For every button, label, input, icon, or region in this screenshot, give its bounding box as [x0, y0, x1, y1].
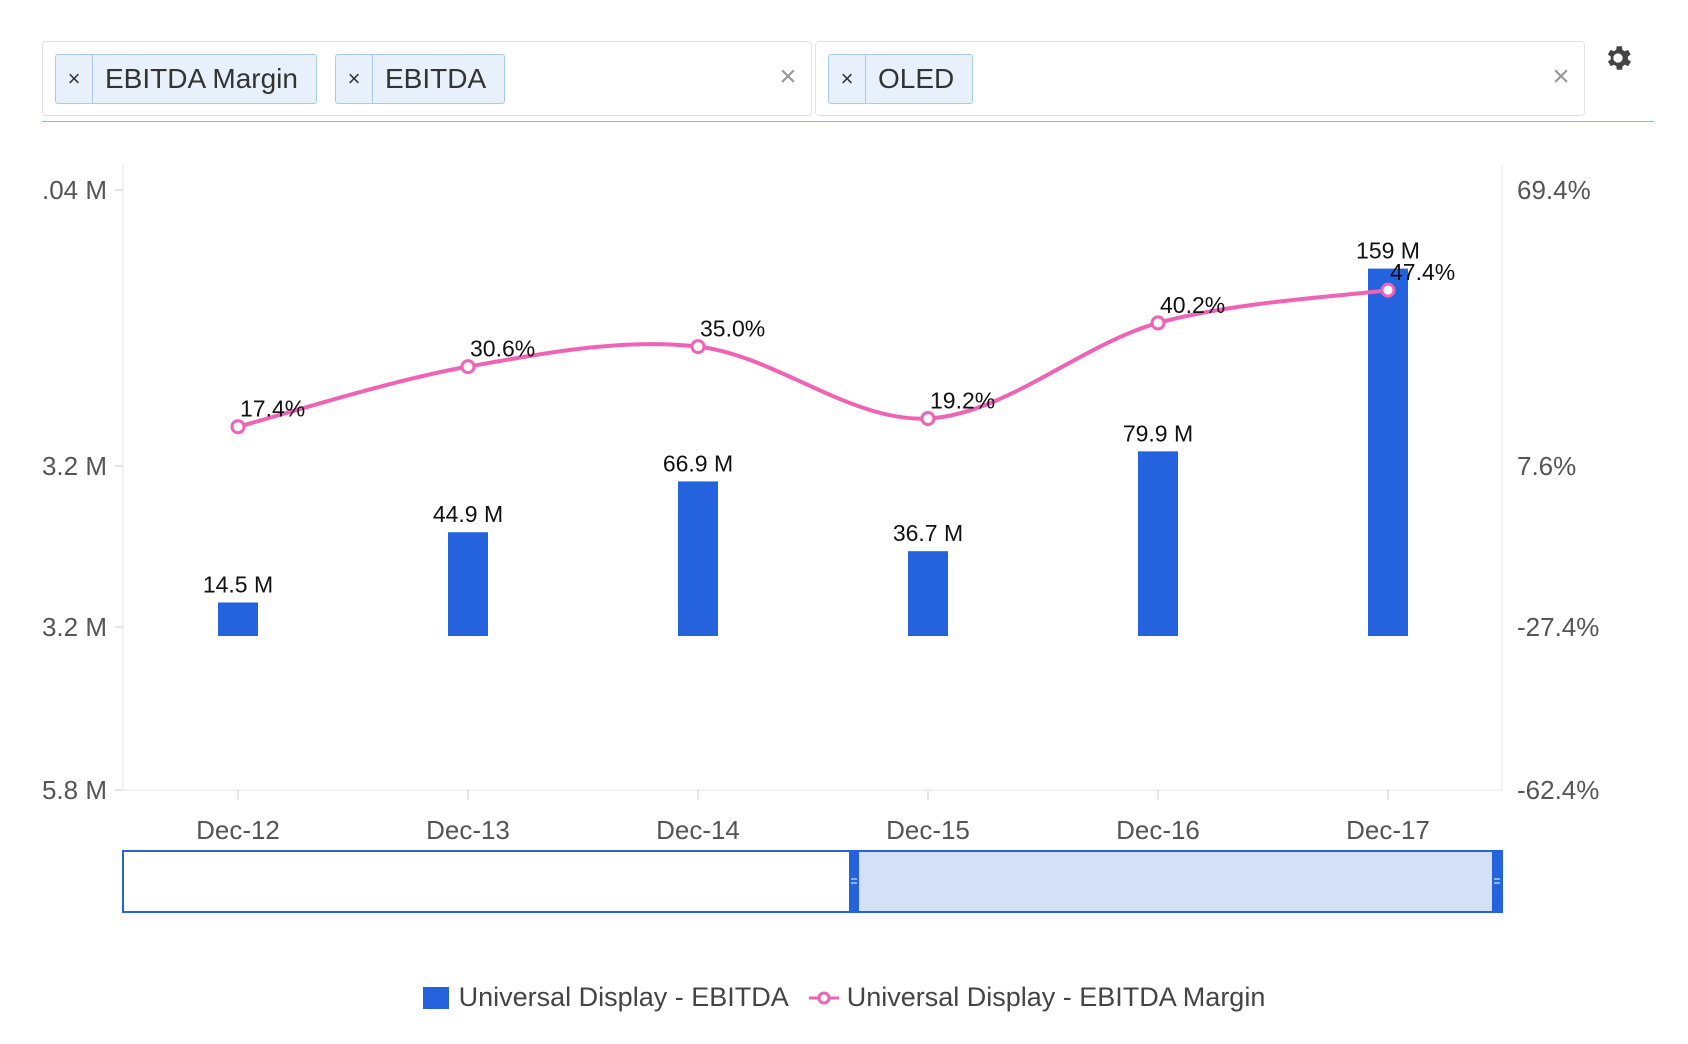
ebitda-bar — [1368, 268, 1408, 636]
line-value-label: 40.2% — [1160, 292, 1225, 318]
gear-icon[interactable] — [1598, 38, 1638, 78]
ebitda-bar — [218, 602, 258, 636]
navigator-handle-right — [1492, 851, 1502, 912]
right-tick-label: -62.4% — [1517, 775, 1599, 805]
line-value-label: 35.0% — [700, 316, 765, 342]
x-tick-label: Dec-17 — [1346, 815, 1430, 845]
ebitda-bar — [448, 532, 488, 636]
right-tick-label: 69.4% — [1517, 175, 1591, 205]
x-tick-label: Dec-14 — [656, 815, 740, 845]
metric-tag-ebitda-margin: × EBITDA Margin — [55, 54, 317, 104]
remove-tag-button[interactable]: × — [829, 55, 866, 103]
company-tag-oled: × OLED — [828, 54, 974, 104]
remove-tag-button[interactable]: × — [336, 55, 373, 103]
line-value-label: 17.4% — [240, 396, 305, 422]
tag-label: EBITDA Margin — [105, 63, 298, 94]
right-tick-label: 7.6% — [1517, 451, 1576, 481]
ebitda-bar — [678, 481, 718, 636]
legend-item-ebitda-margin[interactable]: Universal Display - EBITDA Margin — [808, 982, 1266, 1013]
divider — [42, 121, 1654, 122]
x-tick-label: Dec-16 — [1116, 815, 1200, 845]
x-tick-label: Dec-15 — [886, 815, 970, 845]
ebitda-margin-point — [1380, 282, 1396, 298]
legend-label: Universal Display - EBITDA — [458, 982, 789, 1012]
ebitda-bar — [1138, 451, 1178, 636]
navigator-selection — [853, 850, 1503, 913]
bar-value-label: 79.9 M — [1123, 420, 1193, 446]
tag-label: OLED — [878, 63, 955, 94]
bar-value-label: 159 M — [1356, 238, 1420, 264]
tag-label: EBITDA — [385, 63, 487, 94]
clear-metrics-button[interactable]: × — [779, 60, 797, 93]
metric-filter-box[interactable]: × EBITDA Margin × EBITDA × — [42, 41, 812, 116]
line-value-label: 19.2% — [930, 388, 995, 414]
line-value-label: 47.4% — [1390, 259, 1455, 285]
left-tick-label: 5.8 M — [42, 775, 107, 805]
bar-value-label: 44.9 M — [433, 501, 503, 527]
navigator-handle-left — [849, 851, 859, 912]
legend-line-swatch — [808, 991, 839, 1004]
ebitda-margin-point — [230, 419, 246, 435]
legend-bar-swatch — [422, 986, 449, 1009]
company-filter-box[interactable]: × OLED × — [815, 41, 1585, 116]
left-tick-label: 3.2 M — [42, 612, 107, 642]
metric-tag-ebitda: × EBITDA — [335, 54, 506, 104]
ebitda-margin-point — [920, 411, 936, 427]
line-value-label: 30.6% — [470, 336, 535, 362]
bar-value-label: 14.5 M — [203, 571, 273, 597]
ebitda-margin-line — [237, 288, 1389, 429]
remove-tag-button[interactable]: × — [56, 55, 93, 103]
right-tick-label: -27.4% — [1517, 612, 1599, 642]
legend-label: Universal Display - EBITDA Margin — [846, 982, 1266, 1012]
ebitda-bar — [908, 551, 948, 636]
clear-company-button[interactable]: × — [1552, 60, 1570, 93]
bar-value-label: 66.9 M — [663, 450, 733, 476]
ebitda-margin-point — [1150, 315, 1166, 331]
left-tick-label: 3.2 M — [42, 451, 107, 481]
legend-item-ebitda[interactable]: Universal Display - EBITDA — [422, 982, 789, 1013]
chart-legend: Universal Display - EBITDA Universal Dis… — [0, 982, 1688, 1013]
left-tick-label: .04 M — [42, 175, 107, 205]
combo-chart: .04 M 3.2 M 3.2 M 5.8 M 69.4% 7.6% -27.4% -62.4… — [42, 165, 1599, 913]
ebitda-margin-point — [690, 339, 706, 355]
bar-value-label: 36.7 M — [893, 520, 963, 546]
x-tick-label: Dec-12 — [196, 815, 280, 845]
ebitda-margin-point — [460, 359, 476, 375]
x-tick-label: Dec-13 — [426, 815, 510, 845]
